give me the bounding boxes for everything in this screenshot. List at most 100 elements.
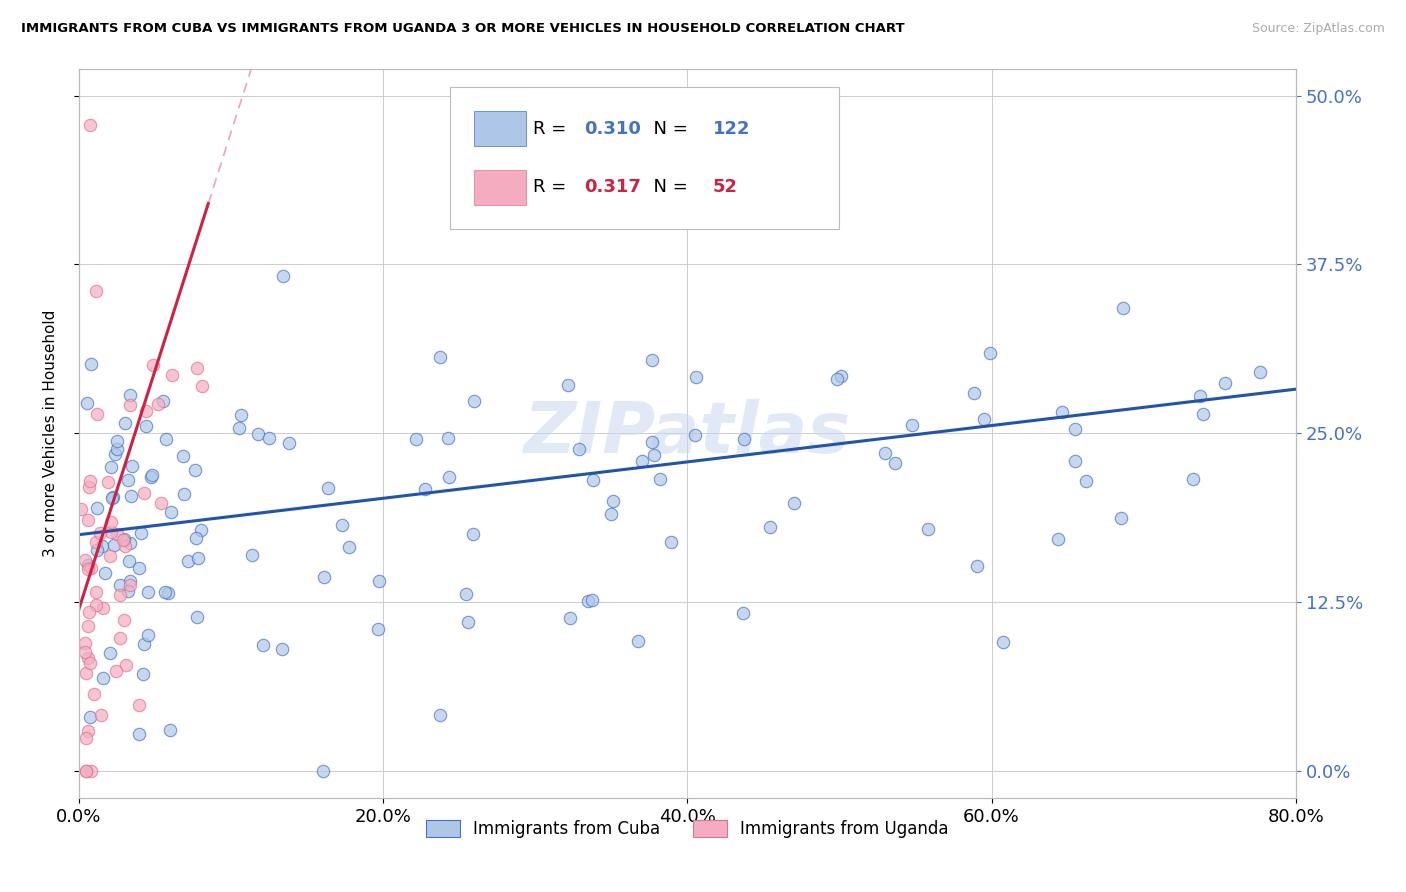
Point xyxy=(1249,365,1271,379)
Point xyxy=(76,558,98,572)
Point xyxy=(94,566,117,580)
Point xyxy=(118,388,141,402)
Point xyxy=(429,351,451,365)
Point xyxy=(270,642,292,657)
Point xyxy=(84,534,107,549)
Text: Source: ZipAtlas.com: Source: ZipAtlas.com xyxy=(1251,22,1385,36)
Point xyxy=(278,435,301,450)
Point xyxy=(457,615,479,630)
FancyBboxPatch shape xyxy=(474,111,526,146)
Point xyxy=(139,469,162,483)
Point xyxy=(134,637,156,651)
Point xyxy=(330,517,353,532)
Point xyxy=(783,496,806,510)
Point xyxy=(758,520,780,534)
Point xyxy=(100,459,122,474)
Point xyxy=(75,764,97,778)
Point xyxy=(86,407,108,421)
Point xyxy=(979,346,1001,360)
Point xyxy=(128,727,150,741)
Point xyxy=(98,549,121,563)
Point xyxy=(1050,404,1073,418)
Point xyxy=(557,378,579,392)
Text: 0.310: 0.310 xyxy=(583,120,641,137)
Point xyxy=(1074,474,1097,488)
Point xyxy=(252,639,274,653)
Legend: Immigrants from Cuba, Immigrants from Uganda: Immigrants from Cuba, Immigrants from Ug… xyxy=(419,813,955,845)
Point xyxy=(114,416,136,430)
Point xyxy=(112,613,135,627)
Point xyxy=(75,764,97,778)
Point xyxy=(367,623,389,637)
FancyBboxPatch shape xyxy=(474,169,526,205)
Point xyxy=(246,427,269,442)
Point xyxy=(108,588,131,602)
Point xyxy=(312,764,335,778)
Point xyxy=(136,627,159,641)
Point xyxy=(1046,532,1069,546)
Point xyxy=(190,523,212,537)
Point xyxy=(114,539,136,553)
Point xyxy=(110,631,132,645)
Point xyxy=(152,394,174,409)
Point xyxy=(157,586,180,600)
Point xyxy=(463,527,485,541)
Point xyxy=(91,601,114,615)
Point xyxy=(79,710,101,724)
Point xyxy=(576,594,599,608)
Point xyxy=(120,489,142,503)
Point xyxy=(228,420,250,434)
Y-axis label: 3 or more Vehicles in Household: 3 or more Vehicles in Household xyxy=(44,310,58,557)
Point xyxy=(413,483,436,497)
Point xyxy=(77,651,100,665)
Point xyxy=(683,428,706,442)
Point xyxy=(641,435,664,450)
Point xyxy=(135,403,157,417)
Point xyxy=(271,268,294,283)
Text: ZIPatlas: ZIPatlas xyxy=(523,399,851,467)
Point xyxy=(118,574,141,588)
Point xyxy=(825,372,848,386)
Point xyxy=(77,605,100,619)
Point xyxy=(582,473,605,487)
Point xyxy=(118,578,141,592)
Point xyxy=(105,664,128,678)
Point xyxy=(112,532,135,546)
Point xyxy=(160,368,183,383)
Point xyxy=(966,559,988,574)
Point xyxy=(117,583,139,598)
Point xyxy=(648,472,671,486)
Point xyxy=(121,459,143,474)
Point xyxy=(79,475,101,489)
Point xyxy=(153,584,176,599)
Text: IMMIGRANTS FROM CUBA VS IMMIGRANTS FROM UGANDA 3 OR MORE VEHICLES IN HOUSEHOLD C: IMMIGRANTS FROM CUBA VS IMMIGRANTS FROM … xyxy=(21,22,904,36)
Point xyxy=(79,561,101,575)
Point xyxy=(79,657,101,671)
Point xyxy=(128,698,150,712)
Point xyxy=(600,507,623,521)
Point xyxy=(75,731,97,746)
Point xyxy=(80,764,103,778)
Point xyxy=(558,611,581,625)
Point xyxy=(229,409,252,423)
Point xyxy=(581,592,603,607)
Point xyxy=(86,501,108,516)
Point xyxy=(120,536,142,550)
Point xyxy=(103,538,125,552)
Point xyxy=(70,501,93,516)
Point xyxy=(1109,511,1132,525)
Point xyxy=(86,584,108,599)
Point xyxy=(105,527,128,541)
Point xyxy=(84,598,107,612)
Point xyxy=(115,657,138,672)
Point xyxy=(79,357,101,371)
Point xyxy=(643,448,665,462)
Point xyxy=(142,358,165,372)
Point xyxy=(568,442,591,457)
Point xyxy=(117,473,139,487)
Point xyxy=(105,434,128,448)
Point xyxy=(186,361,208,376)
Point xyxy=(1192,407,1215,421)
Point xyxy=(1112,301,1135,316)
Point xyxy=(131,666,153,681)
